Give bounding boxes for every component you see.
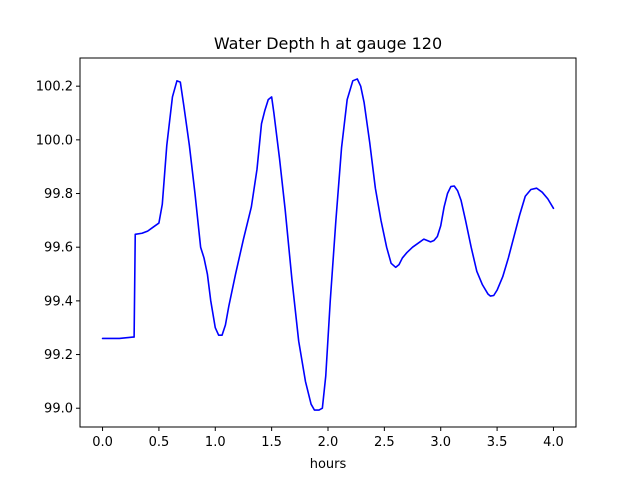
x-tick-label: 3.0 [430, 435, 451, 450]
series-layer [101, 78, 555, 411]
x-tick-label: 2.5 [374, 435, 395, 450]
plot-area [80, 58, 576, 427]
y-tick-label: 99.0 [44, 402, 73, 417]
y-tick-label: 99.2 [44, 348, 73, 363]
y-tick-label: 99.6 [44, 241, 73, 256]
y-tick-label: 100.2 [36, 80, 73, 95]
y-tick-label: 99.4 [44, 294, 73, 309]
x-axis-label: hours [310, 457, 347, 472]
plot-background [80, 58, 576, 427]
x-tick-label: 3.5 [487, 435, 508, 450]
x-tick-label: 1.5 [261, 435, 282, 450]
series-line-0 [101, 78, 555, 411]
x-tick-label: 4.0 [543, 435, 564, 450]
x-axis: 0.0 0.5 1.0 1.5 2.0 2.5 3.0 3.5 4.0 [92, 427, 564, 450]
y-tick-label: 100.0 [36, 133, 73, 148]
plot-frame [79, 57, 577, 428]
y-tick-label: 99.8 [44, 187, 73, 202]
x-tick-label: 2.0 [318, 435, 339, 450]
chart-title: Water Depth h at gauge 120 [214, 34, 442, 53]
y-axis: 99.0 99.2 99.4 99.6 99.8 100.0 100.2 [36, 80, 80, 417]
x-tick-label: 0.0 [92, 435, 113, 450]
x-tick-label: 1.0 [205, 435, 226, 450]
x-tick-label: 0.5 [149, 435, 170, 450]
